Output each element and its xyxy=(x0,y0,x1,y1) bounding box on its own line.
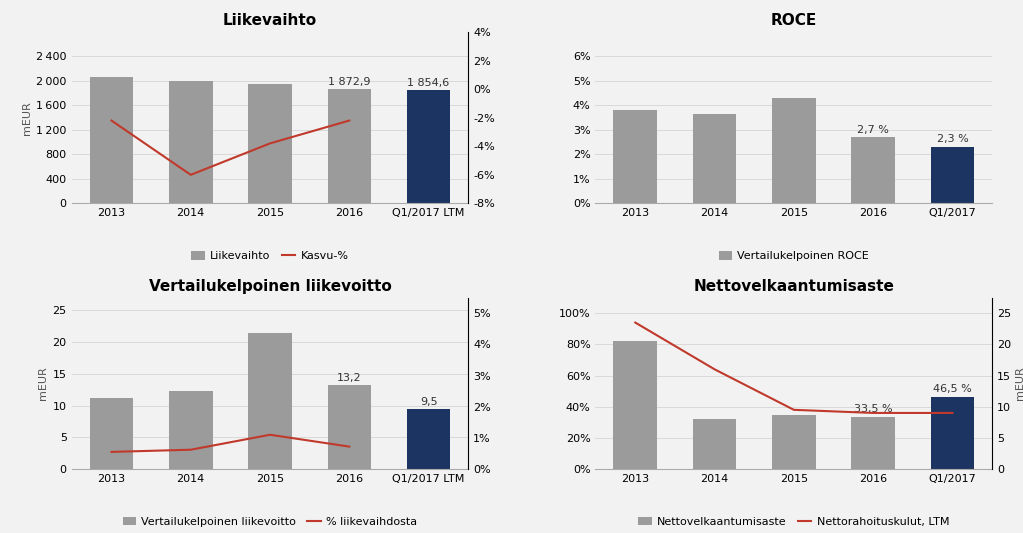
Bar xyxy=(931,147,974,204)
Bar xyxy=(90,77,133,204)
Bar xyxy=(249,84,292,204)
Y-axis label: mEUR: mEUR xyxy=(23,101,32,134)
Text: 9,5: 9,5 xyxy=(419,397,438,407)
Text: 33,5 %: 33,5 % xyxy=(854,404,892,414)
Bar xyxy=(169,391,213,469)
Bar xyxy=(772,415,815,469)
Bar xyxy=(614,110,657,204)
Bar xyxy=(90,398,133,469)
Legend: Vertailukelpoinen liikevoitto, % liikevaihdosta: Vertailukelpoinen liikevoitto, % liikeva… xyxy=(118,512,421,531)
Bar xyxy=(851,138,895,204)
Text: 13,2: 13,2 xyxy=(337,373,362,383)
Bar xyxy=(169,81,213,204)
Bar xyxy=(772,98,815,204)
Text: 46,5 %: 46,5 % xyxy=(933,384,972,394)
Title: ROCE: ROCE xyxy=(770,13,817,28)
Y-axis label: mEUR: mEUR xyxy=(39,367,48,400)
Text: 1 872,9: 1 872,9 xyxy=(328,77,370,87)
Bar xyxy=(851,417,895,469)
Bar xyxy=(614,341,657,469)
Bar xyxy=(693,419,737,469)
Text: 2,3 %: 2,3 % xyxy=(937,134,969,144)
Text: 2,7 %: 2,7 % xyxy=(857,125,889,135)
Bar xyxy=(407,409,450,469)
Bar xyxy=(249,333,292,469)
Y-axis label: mEUR: mEUR xyxy=(1016,367,1023,400)
Legend: Liikevaihto, Kasvu-%: Liikevaihto, Kasvu-% xyxy=(187,247,353,265)
Bar xyxy=(327,385,371,469)
Bar xyxy=(931,397,974,469)
Bar xyxy=(693,114,737,204)
Text: 1 854,6: 1 854,6 xyxy=(407,78,450,88)
Title: Liikevaihto: Liikevaihto xyxy=(223,13,317,28)
Legend: Nettovelkaantumisaste, Nettorahoituskulut, LTM: Nettovelkaantumisaste, Nettorahoituskulu… xyxy=(634,512,953,531)
Bar xyxy=(327,88,371,204)
Title: Nettovelkaantumisaste: Nettovelkaantumisaste xyxy=(694,279,894,294)
Legend: Vertailukelpoinen ROCE: Vertailukelpoinen ROCE xyxy=(714,247,874,265)
Title: Vertailukelpoinen liikevoitto: Vertailukelpoinen liikevoitto xyxy=(148,279,392,294)
Bar xyxy=(407,90,450,204)
